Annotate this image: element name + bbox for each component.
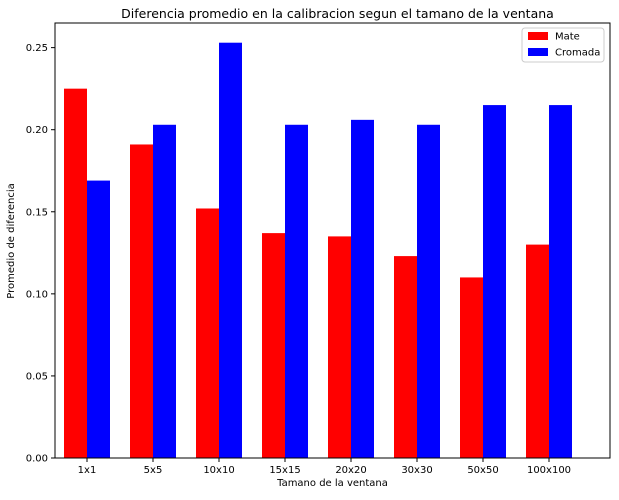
legend-label-cromada: Cromada bbox=[555, 48, 600, 59]
plot-frame bbox=[54, 22, 611, 459]
legend-swatch-mate bbox=[528, 32, 548, 40]
bar-mate-50x50 bbox=[460, 277, 483, 458]
y-tick-label: 0.00 bbox=[26, 454, 48, 465]
legend: Mate Cromada bbox=[521, 27, 605, 63]
bar-mate-5x5 bbox=[130, 144, 153, 459]
bar-cromada-15x15 bbox=[285, 124, 308, 458]
bar-mate-1x1 bbox=[64, 88, 87, 459]
x-tick-label: 15x15 bbox=[269, 465, 300, 476]
y-tick-label: 0.05 bbox=[26, 371, 48, 382]
x-tick-label: 50x50 bbox=[467, 465, 498, 476]
bar-cromada-30x30 bbox=[417, 124, 440, 458]
x-tick-label: 5x5 bbox=[144, 465, 163, 476]
x-axis: 1x1 5x5 10x10 15x15 20x20 30x30 50x50 100x100 bbox=[78, 458, 571, 476]
x-axis-label: Tamano de la ventana bbox=[276, 478, 388, 489]
chart-title: Diferencia promedio en la calibracion se… bbox=[121, 6, 554, 21]
x-tick-label: 20x20 bbox=[335, 465, 366, 476]
bars-layer bbox=[64, 42, 572, 459]
bar-cromada-5x5 bbox=[153, 124, 176, 458]
bar-cromada-20x20 bbox=[351, 119, 374, 458]
bar-mate-10x10 bbox=[196, 208, 219, 458]
legend-label-mate: Mate bbox=[555, 32, 580, 43]
x-tick-label: 100x100 bbox=[527, 465, 571, 476]
y-tick-label: 0.10 bbox=[26, 289, 48, 300]
bar-cromada-1x1 bbox=[87, 180, 110, 458]
bar-mate-15x15 bbox=[262, 233, 285, 458]
x-tick-label: 10x10 bbox=[203, 465, 234, 476]
bar-mate-30x30 bbox=[394, 256, 417, 458]
x-tick-label: 30x30 bbox=[401, 465, 432, 476]
y-tick-label: 0.15 bbox=[26, 207, 48, 218]
bar-mate-20x20 bbox=[328, 236, 351, 458]
bar-cromada-10x10 bbox=[219, 42, 242, 458]
bar-cromada-50x50 bbox=[483, 105, 506, 458]
legend-swatch-cromada bbox=[528, 48, 548, 56]
plot-area: 0.00 0.05 0.10 0.15 0.20 0.25 1x1 5x5 10x10 15x1… bbox=[26, 22, 611, 476]
x-tick-label: 1x1 bbox=[78, 465, 97, 476]
bar-cromada-100x100 bbox=[549, 105, 572, 458]
y-axis: 0.00 0.05 0.10 0.15 0.20 0.25 bbox=[26, 43, 55, 465]
y-tick-label: 0.25 bbox=[26, 43, 48, 54]
y-axis-label: Promedio de diferencia bbox=[6, 183, 17, 298]
y-tick-label: 0.20 bbox=[26, 125, 48, 136]
bar-mate-100x100 bbox=[526, 244, 549, 458]
